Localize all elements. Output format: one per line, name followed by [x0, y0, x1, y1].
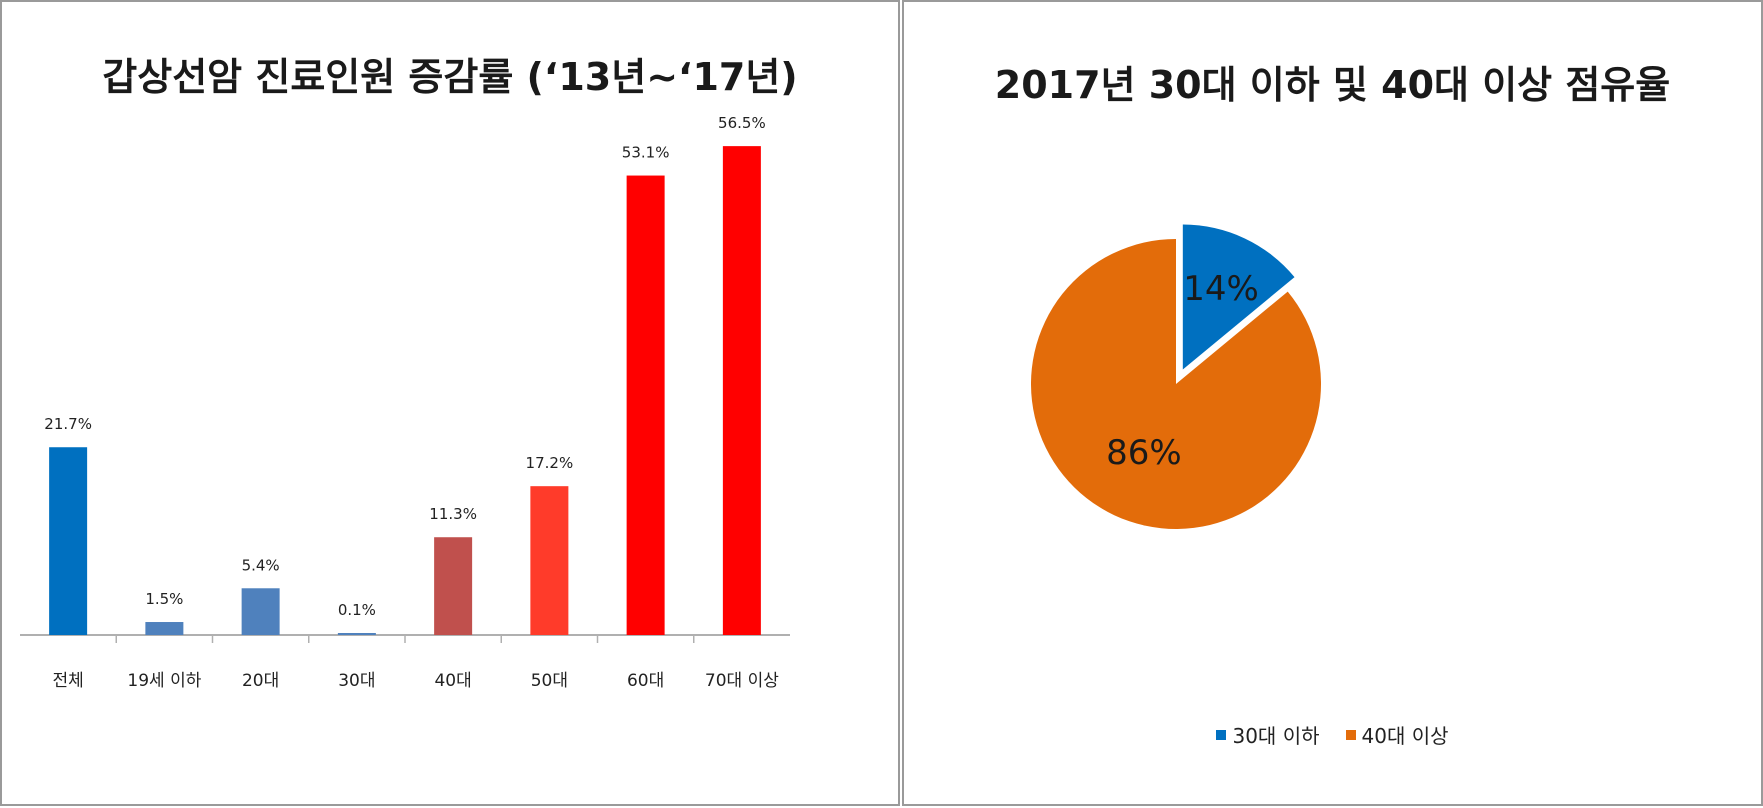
slice-label: 14% [1183, 269, 1259, 309]
bar-chart-panel: 갑상선암 진료인원 증감률 (‘13년~‘17년) 21.7% 전체 1.5% 19세… [0, 0, 900, 806]
legend-swatch [1216, 729, 1227, 740]
legend-item-30s-and-below: 30대 이하 [1216, 720, 1320, 749]
pie-chart: 14% 86% [1031, 224, 1321, 529]
bar-chart: 21.7% 전체 1.5% 19세 이하 5.4% 20대 0.1% 30대 11.3% 40대 1… [20, 114, 790, 691]
x-tick-label: 70대 이상 [705, 671, 779, 691]
legend-swatch [1345, 729, 1356, 740]
x-tick-label: 60대 [627, 671, 664, 691]
x-tick-label: 40대 [434, 671, 471, 691]
legend-label: 30대 이하 [1232, 724, 1320, 748]
x-tick-label: 30대 [338, 671, 375, 691]
pie-chart-panel: 2017년 30대 이하 및 40대 이상 점유율 14% 86% 30대 이하 … [902, 0, 1763, 806]
legend-item-40s-and-above: 40대 이상 [1345, 720, 1449, 749]
pie-legend: 30대 이하 40대 이상 [904, 720, 1761, 749]
data-label: 1.5% [145, 590, 183, 608]
slice-label: 86% [1106, 433, 1182, 473]
data-label: 53.1% [622, 144, 670, 162]
bar-chart-title: 갑상선암 진료인원 증감률 (‘13년~‘17년) [102, 55, 798, 99]
legend-label: 40대 이상 [1361, 724, 1449, 748]
bar [434, 537, 473, 635]
data-label: 11.3% [429, 505, 477, 523]
bar [49, 447, 88, 635]
x-tick-label: 19세 이하 [127, 671, 201, 691]
pie-slice [1182, 224, 1295, 370]
x-tick-label: 50대 [531, 671, 568, 691]
data-label: 17.2% [526, 454, 574, 472]
bar [241, 588, 280, 635]
x-tick-label: 20대 [242, 671, 279, 691]
x-tick-label: 전체 [52, 671, 83, 691]
data-label: 56.5% [718, 114, 766, 132]
bar [145, 622, 184, 635]
data-label: 21.7% [44, 415, 92, 433]
pie-chart-title: 2017년 30대 이하 및 40대 이상 점유율 [994, 63, 1671, 107]
bar [722, 146, 761, 635]
bar [337, 633, 376, 635]
data-label: 5.4% [242, 556, 280, 574]
bar [530, 486, 569, 635]
pie-slice [1031, 239, 1321, 529]
data-label: 0.1% [338, 601, 376, 619]
bar [626, 175, 665, 635]
